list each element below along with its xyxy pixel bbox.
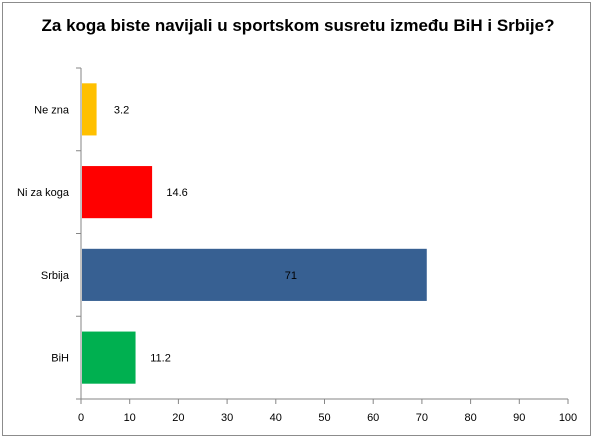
data-label: 11.2 <box>150 353 171 365</box>
x-tick-label: 70 <box>416 412 428 424</box>
x-tick-label: 60 <box>367 412 379 424</box>
x-tick-label: 10 <box>124 412 136 424</box>
axes <box>76 67 569 404</box>
category-label: Ne zna <box>34 104 70 116</box>
x-tick-label: 90 <box>513 412 525 424</box>
bar <box>82 331 136 384</box>
category-label: BiH <box>51 353 69 365</box>
bar <box>82 83 97 136</box>
bar <box>82 166 153 219</box>
x-tick-label: 40 <box>270 412 282 424</box>
data-label: 3.2 <box>114 104 129 116</box>
data-label: 14.6 <box>166 187 187 199</box>
x-tick-label: 80 <box>464 412 476 424</box>
bar <box>82 248 427 301</box>
data-label: 71 <box>285 270 297 282</box>
category-label: Srbija <box>41 270 70 282</box>
x-tick-label: 30 <box>221 412 233 424</box>
x-tick-label: 50 <box>318 412 330 424</box>
category-label: Ni za koga <box>17 187 70 199</box>
x-tick-label: 100 <box>559 412 577 424</box>
x-tick-label: 20 <box>172 412 184 424</box>
labels: 0 10 20 30 40 50 60 70 80 90 100 Ne zna 3.2 Ni za kog… <box>17 104 577 424</box>
bars <box>82 83 427 384</box>
chart-title: Za koga biste navijali u sportskom susre… <box>41 16 555 35</box>
x-tick-label: 0 <box>78 412 84 424</box>
